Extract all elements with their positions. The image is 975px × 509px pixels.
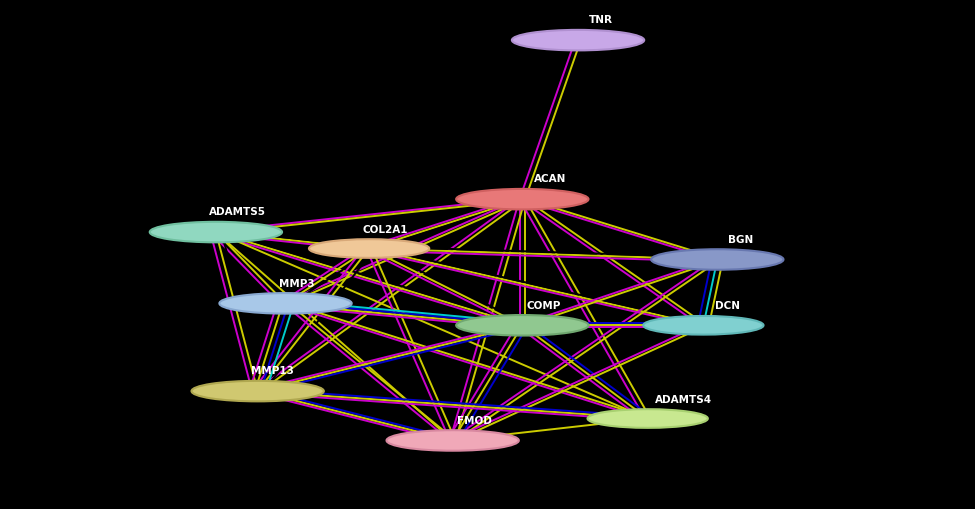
Text: DCN: DCN <box>715 301 739 311</box>
Text: BGN: BGN <box>728 234 754 244</box>
Ellipse shape <box>150 222 282 243</box>
Text: ACAN: ACAN <box>533 174 566 184</box>
Text: COL2A1: COL2A1 <box>362 224 408 234</box>
Ellipse shape <box>386 430 519 451</box>
Ellipse shape <box>588 409 708 428</box>
Ellipse shape <box>191 381 324 402</box>
Text: COMP: COMP <box>526 300 561 310</box>
Ellipse shape <box>644 317 763 335</box>
Text: ADAMTS5: ADAMTS5 <box>209 207 266 217</box>
Text: TNR: TNR <box>589 15 613 25</box>
Text: MMP3: MMP3 <box>279 278 314 288</box>
Ellipse shape <box>512 31 644 51</box>
Ellipse shape <box>456 316 589 336</box>
Ellipse shape <box>219 294 352 314</box>
Text: ADAMTS4: ADAMTS4 <box>654 394 712 404</box>
Text: FMOD: FMOD <box>457 415 491 425</box>
Ellipse shape <box>651 250 784 270</box>
Ellipse shape <box>309 240 429 259</box>
Text: MMP13: MMP13 <box>251 365 293 376</box>
Ellipse shape <box>456 189 589 210</box>
